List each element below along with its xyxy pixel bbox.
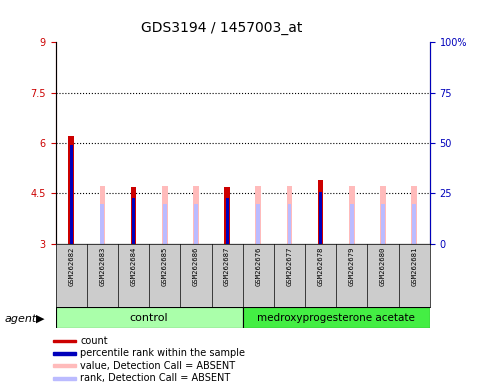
Bar: [381, 204, 385, 244]
Bar: [68, 136, 74, 244]
Text: GSM262682: GSM262682: [68, 247, 74, 286]
Text: GSM262684: GSM262684: [130, 247, 137, 286]
Text: count: count: [80, 336, 108, 346]
Bar: [412, 186, 417, 244]
Text: value, Detection Call = ABSENT: value, Detection Call = ABSENT: [80, 361, 235, 371]
Text: GSM262686: GSM262686: [193, 247, 199, 286]
FancyBboxPatch shape: [56, 307, 242, 328]
Text: GSM262680: GSM262680: [380, 247, 386, 286]
Text: percentile rank within the sample: percentile rank within the sample: [80, 348, 245, 358]
Text: GSM262678: GSM262678: [318, 247, 324, 286]
Bar: [380, 186, 386, 244]
Bar: [319, 192, 322, 244]
Bar: [256, 186, 261, 244]
Bar: [70, 145, 72, 244]
Text: agent: agent: [5, 314, 37, 324]
Text: ▶: ▶: [36, 314, 45, 324]
Bar: [163, 204, 167, 244]
Bar: [194, 204, 198, 244]
Text: GSM262679: GSM262679: [349, 247, 355, 286]
Bar: [226, 199, 228, 244]
Text: GDS3194 / 1457003_at: GDS3194 / 1457003_at: [142, 21, 303, 35]
Text: control: control: [130, 313, 169, 323]
Bar: [412, 204, 416, 244]
Bar: [100, 204, 104, 244]
Bar: [287, 186, 292, 244]
FancyBboxPatch shape: [242, 307, 430, 328]
Bar: [350, 204, 354, 244]
Bar: [99, 186, 105, 244]
Text: GSM262681: GSM262681: [411, 247, 417, 286]
Text: rank, Detection Call = ABSENT: rank, Detection Call = ABSENT: [80, 373, 230, 383]
Text: GSM262683: GSM262683: [99, 247, 105, 286]
Bar: [256, 204, 260, 244]
Text: GSM262685: GSM262685: [162, 247, 168, 286]
Text: GSM262676: GSM262676: [256, 247, 261, 286]
Bar: [53, 352, 76, 355]
Bar: [287, 204, 291, 244]
Bar: [132, 199, 135, 244]
Text: GSM262687: GSM262687: [224, 247, 230, 286]
Bar: [53, 339, 76, 343]
Bar: [193, 186, 199, 244]
Bar: [318, 180, 324, 244]
Bar: [349, 186, 355, 244]
Bar: [224, 187, 230, 244]
Text: medroxyprogesterone acetate: medroxyprogesterone acetate: [257, 313, 415, 323]
Text: GSM262677: GSM262677: [286, 247, 293, 286]
Bar: [162, 186, 168, 244]
Bar: [53, 377, 76, 379]
Bar: [131, 187, 136, 244]
Bar: [53, 364, 76, 367]
